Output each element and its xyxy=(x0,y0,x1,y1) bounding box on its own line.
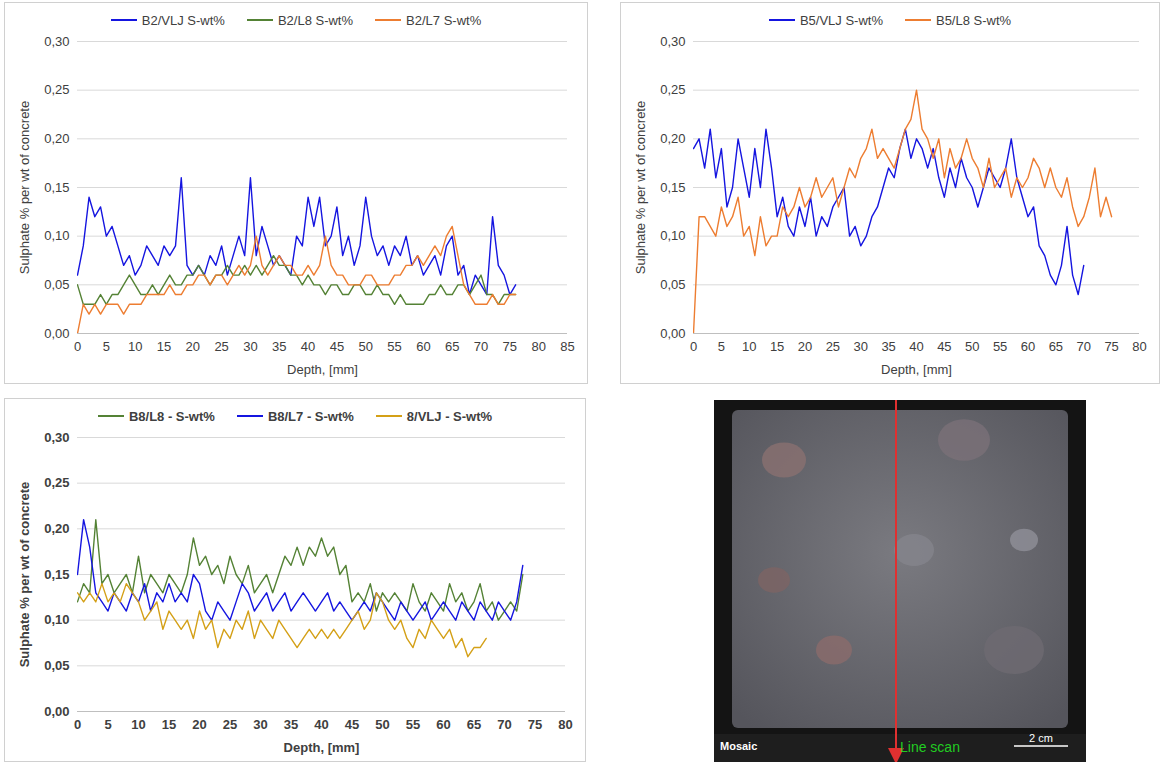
svg-text:75: 75 xyxy=(503,339,517,354)
svg-text:55: 55 xyxy=(387,339,401,354)
svg-text:0,15: 0,15 xyxy=(44,180,69,195)
svg-text:85: 85 xyxy=(560,339,574,354)
svg-text:0,15: 0,15 xyxy=(660,180,685,195)
svg-text:0: 0 xyxy=(690,339,697,354)
svg-text:20: 20 xyxy=(192,717,206,732)
svg-text:50: 50 xyxy=(375,717,389,732)
svg-text:0,30: 0,30 xyxy=(44,34,69,49)
svg-text:Sulphate % per wt of concrete: Sulphate % per wt of concrete xyxy=(17,101,32,274)
svg-text:10: 10 xyxy=(128,339,142,354)
html-text:B5/VLJ S-wt%: B5/VLJ S-wt% xyxy=(799,12,883,28)
svg-text:50: 50 xyxy=(359,339,373,354)
svg-text:0,05: 0,05 xyxy=(660,277,685,292)
svg-text:25: 25 xyxy=(223,717,237,732)
svg-text:60: 60 xyxy=(416,339,430,354)
html-text:B2/L8 S-wt%: B2/L8 S-wt% xyxy=(277,12,353,28)
svg-text:Depth, [mm]: Depth, [mm] xyxy=(284,740,360,755)
svg-text:15: 15 xyxy=(162,717,176,732)
svg-text:15: 15 xyxy=(770,339,784,354)
svg-text:65: 65 xyxy=(445,339,459,354)
svg-text:0,00: 0,00 xyxy=(44,326,69,341)
svg-text:Line scan: Line scan xyxy=(900,739,960,755)
svg-text:0,25: 0,25 xyxy=(44,82,69,97)
svg-text:5: 5 xyxy=(718,339,725,354)
svg-text:40: 40 xyxy=(301,339,315,354)
svg-text:35: 35 xyxy=(284,717,298,732)
svg-text:65: 65 xyxy=(467,717,481,732)
html-text:B8/L7 - S-wt%: B8/L7 - S-wt% xyxy=(267,408,354,424)
svg-text:Depth, [mm]: Depth, [mm] xyxy=(881,362,952,377)
svg-text:0,10: 0,10 xyxy=(44,612,69,627)
svg-text:10: 10 xyxy=(131,717,145,732)
svg-text:0,05: 0,05 xyxy=(44,277,69,292)
svg-text:45: 45 xyxy=(330,339,344,354)
svg-text:25: 25 xyxy=(214,339,228,354)
svg-text:30: 30 xyxy=(243,339,257,354)
svg-text:0,30: 0,30 xyxy=(44,430,69,445)
svg-text:45: 45 xyxy=(345,717,359,732)
html-text:B2/VLJ S-wt%: B2/VLJ S-wt% xyxy=(141,12,225,28)
svg-text:0,20: 0,20 xyxy=(44,521,69,536)
svg-text:0,00: 0,00 xyxy=(44,704,69,719)
svg-text:0,00: 0,00 xyxy=(660,326,685,341)
svg-text:Sulphate % per wt of concrete: Sulphate % per wt of concrete xyxy=(17,482,32,668)
svg-text:40: 40 xyxy=(909,339,923,354)
svg-text:75: 75 xyxy=(1104,339,1118,354)
svg-text:Depth, [mm]: Depth, [mm] xyxy=(287,362,358,377)
svg-text:15: 15 xyxy=(157,339,171,354)
svg-text:0,10: 0,10 xyxy=(44,228,69,243)
svg-text:0,20: 0,20 xyxy=(660,131,685,146)
svg-text:0,25: 0,25 xyxy=(660,82,685,97)
svg-text:30: 30 xyxy=(854,339,868,354)
svg-text:80: 80 xyxy=(531,339,545,354)
svg-text:70: 70 xyxy=(474,339,488,354)
html-text:B8/L8 - S-wt%: B8/L8 - S-wt% xyxy=(128,408,215,424)
svg-text:20: 20 xyxy=(798,339,812,354)
svg-text:Sulphate % per wt of concrete: Sulphate % per wt of concrete xyxy=(633,101,648,274)
svg-text:60: 60 xyxy=(436,717,450,732)
svg-text:0: 0 xyxy=(74,339,81,354)
svg-text:Mosaic: Mosaic xyxy=(720,740,757,752)
html-text:B2/L7 S-wt%: B2/L7 S-wt% xyxy=(406,12,482,28)
svg-text:0,05: 0,05 xyxy=(44,658,69,673)
svg-text:0,30: 0,30 xyxy=(660,34,685,49)
svg-text:0: 0 xyxy=(74,717,81,732)
svg-text:60: 60 xyxy=(1021,339,1035,354)
svg-text:35: 35 xyxy=(272,339,286,354)
svg-text:80: 80 xyxy=(558,717,572,732)
svg-text:70: 70 xyxy=(1077,339,1091,354)
svg-text:80: 80 xyxy=(1132,339,1146,354)
svg-text:70: 70 xyxy=(497,717,511,732)
html-text:B5/L8 S-wt%: B5/L8 S-wt% xyxy=(936,12,1012,28)
svg-text:45: 45 xyxy=(937,339,951,354)
svg-text:40: 40 xyxy=(314,717,328,732)
svg-text:55: 55 xyxy=(406,717,420,732)
svg-text:20: 20 xyxy=(186,339,200,354)
svg-text:0,25: 0,25 xyxy=(44,475,69,490)
svg-text:75: 75 xyxy=(528,717,542,732)
svg-text:5: 5 xyxy=(104,717,111,732)
svg-text:65: 65 xyxy=(1049,339,1063,354)
svg-text:30: 30 xyxy=(253,717,267,732)
svg-text:25: 25 xyxy=(826,339,840,354)
svg-text:55: 55 xyxy=(993,339,1007,354)
svg-text:0,10: 0,10 xyxy=(660,228,685,243)
svg-text:0,15: 0,15 xyxy=(44,567,69,582)
html-text:8/VLJ - S-wt%: 8/VLJ - S-wt% xyxy=(406,408,493,424)
svg-text:10: 10 xyxy=(742,339,756,354)
svg-text:0,20: 0,20 xyxy=(44,131,69,146)
svg-text:2 cm: 2 cm xyxy=(1029,732,1053,744)
svg-text:50: 50 xyxy=(965,339,979,354)
svg-text:35: 35 xyxy=(881,339,895,354)
svg-text:5: 5 xyxy=(103,339,110,354)
